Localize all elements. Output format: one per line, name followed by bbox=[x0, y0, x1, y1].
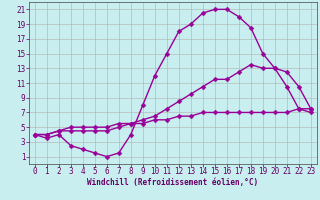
X-axis label: Windchill (Refroidissement éolien,°C): Windchill (Refroidissement éolien,°C) bbox=[87, 178, 258, 187]
